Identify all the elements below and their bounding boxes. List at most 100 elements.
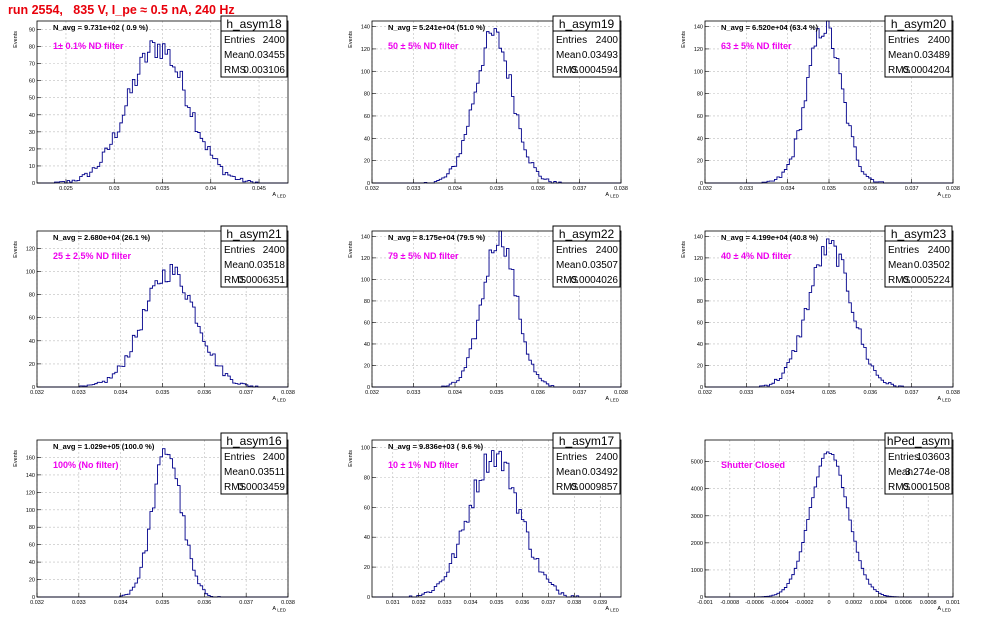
x-tick-label: 0.035 bbox=[490, 390, 504, 396]
stats-key: Mean bbox=[556, 260, 581, 271]
x-tick-label: 0.032 bbox=[412, 600, 426, 606]
histogram-series bbox=[705, 238, 953, 388]
y-tick-label: 40 bbox=[364, 535, 370, 541]
stats-box: h_asym23 Entries 2400 Mean 0.03502RMS0.00052… bbox=[884, 225, 953, 288]
stats-value: 103603 bbox=[917, 452, 951, 463]
x-tick-label: 0.038 bbox=[281, 390, 295, 396]
y-tick-label: 60 bbox=[697, 114, 703, 120]
y-tick-label: 80 bbox=[697, 92, 703, 98]
x-tick-label: 0.035 bbox=[156, 600, 170, 606]
n-avg-label: N_avg = 2.680e+04 (26.1 %) bbox=[53, 233, 151, 242]
y-tick-label: 20 bbox=[29, 362, 35, 368]
stats-box-frame bbox=[884, 432, 953, 495]
x-axis-label: A LED bbox=[272, 606, 286, 613]
panel-h_asym16: 0.032 0.033 0.034 0.035 0.036 0.037 0.038 0 20 40… bbox=[13, 432, 295, 613]
filter-label: Shutter Closed bbox=[721, 460, 785, 470]
stats-value: 0.03502 bbox=[914, 260, 951, 271]
x-tick-label: 0.001 bbox=[946, 600, 960, 606]
stats-box-frame bbox=[884, 225, 953, 288]
stats-value: 3.274e-08 bbox=[905, 467, 950, 478]
filter-label: 25 ± 2.5% ND filter bbox=[53, 251, 131, 261]
y-tick-label: 140 bbox=[694, 234, 703, 240]
y-axis-label: Events bbox=[348, 241, 354, 258]
stats-title: h_asym18 bbox=[226, 17, 282, 31]
y-axis-label: Events bbox=[348, 450, 354, 467]
y-tick-label: 60 bbox=[29, 543, 35, 549]
stats-value: 0.03493 bbox=[582, 50, 619, 61]
x-tick-label: 0.038 bbox=[567, 600, 581, 606]
x-tick-label: 0.036 bbox=[531, 390, 545, 396]
y-tick-label: 40 bbox=[29, 560, 35, 566]
n-avg-label: N_avg = 6.520e+04 (63.4 %) bbox=[721, 23, 819, 32]
stats-key: Mean bbox=[224, 467, 249, 478]
y-axis-label: Events bbox=[681, 31, 687, 48]
y-tick-label: 20 bbox=[29, 147, 35, 153]
stats-key: Entries bbox=[224, 452, 255, 463]
n-avg-label: N_avg = 4.199e+04 (40.8 %) bbox=[721, 233, 819, 242]
stats-title: h_asym20 bbox=[891, 17, 947, 31]
x-tick-label: 0.037 bbox=[541, 600, 555, 606]
stats-value: 2400 bbox=[596, 245, 619, 256]
panel-hPed_asym: -0.001 -0.0008 -0.0006 -0.0004 -0.0002 0 0.000… bbox=[691, 432, 960, 613]
y-tick-label: 80 bbox=[364, 299, 370, 305]
x-tick-label: 0.034 bbox=[464, 600, 478, 606]
x-tick-label: 0.032 bbox=[365, 186, 379, 192]
n-avg-label: N_avg = 1.029e+05 (100.0 %) bbox=[53, 442, 155, 451]
x-tick-label: 0.037 bbox=[573, 390, 587, 396]
y-tick-label: 30 bbox=[29, 130, 35, 136]
x-tick-label: 0.034 bbox=[781, 390, 795, 396]
stats-key: RMS bbox=[224, 482, 247, 493]
y-tick-label: 60 bbox=[29, 79, 35, 85]
y-tick-label: 140 bbox=[361, 25, 370, 31]
y-tick-label: 100 bbox=[694, 69, 703, 75]
stats-key: RMS bbox=[556, 482, 579, 493]
stats-key: Mean bbox=[888, 50, 913, 61]
x-tick-label: 0.034 bbox=[448, 390, 462, 396]
filter-label: 1± 0.1% ND filter bbox=[53, 41, 124, 51]
x-axis-label: A LED bbox=[605, 192, 619, 199]
x-tick-label: 0.034 bbox=[781, 186, 795, 192]
y-tick-label: 4000 bbox=[691, 487, 703, 493]
stats-box: h_asym19 Entries 2400 Mean 0.03493RMS0.00045… bbox=[552, 15, 621, 78]
x-tick-label: 0.033 bbox=[72, 600, 86, 606]
panel-h_asym23: 0.032 0.033 0.034 0.035 0.036 0.037 0.038 0 20 40… bbox=[681, 225, 960, 403]
x-tick-label: 0 bbox=[827, 600, 830, 606]
x-tick-label: 0.035 bbox=[156, 186, 170, 192]
y-tick-label: 80 bbox=[29, 525, 35, 531]
x-tick-label: 0.0008 bbox=[920, 600, 937, 606]
x-tick-label: 0.037 bbox=[573, 186, 587, 192]
x-tick-label: 0.04 bbox=[205, 186, 216, 192]
stats-box: h_asym21 Entries 2400 Mean 0.03518RMS0.00063… bbox=[220, 225, 288, 288]
y-tick-label: 0 bbox=[32, 181, 35, 187]
stats-key: RMS bbox=[556, 275, 579, 286]
y-tick-label: 0 bbox=[700, 181, 703, 187]
y-tick-label: 140 bbox=[361, 234, 370, 240]
y-tick-label: 120 bbox=[26, 490, 35, 496]
y-tick-label: 60 bbox=[29, 316, 35, 322]
stats-key: Mean bbox=[224, 50, 249, 61]
y-tick-label: 0 bbox=[367, 181, 370, 187]
y-tick-label: 80 bbox=[29, 45, 35, 51]
stats-box-frame bbox=[552, 432, 621, 495]
panel-h_asym18: 0.025 0.03 0.035 0.04 0.045 0 10 20 30 40 50 60 70 80… bbox=[13, 15, 289, 199]
x-tick-label: 0.0002 bbox=[845, 600, 862, 606]
y-tick-label: 0 bbox=[367, 595, 370, 601]
y-tick-label: 140 bbox=[694, 25, 703, 31]
stats-key: Entries bbox=[888, 245, 919, 256]
stats-value: 0.03455 bbox=[249, 50, 286, 61]
stats-value: 2400 bbox=[928, 245, 951, 256]
stats-value: 2400 bbox=[263, 452, 286, 463]
filter-label: 40 ± 4% ND filter bbox=[721, 251, 792, 261]
stats-value: 0.0005224 bbox=[903, 275, 951, 286]
stats-title: h_asym22 bbox=[559, 227, 615, 241]
stats-box: h_asym22 Entries 2400 Mean 0.03507RMS0.00040… bbox=[552, 225, 621, 288]
y-tick-label: 0 bbox=[367, 385, 370, 391]
y-tick-label: 2000 bbox=[691, 541, 703, 547]
stats-key: Entries bbox=[888, 452, 919, 463]
y-tick-label: 70 bbox=[29, 62, 35, 68]
histogram-series bbox=[37, 40, 288, 184]
x-tick-label: -0.0008 bbox=[720, 600, 739, 606]
stats-key: Mean bbox=[556, 467, 581, 478]
y-tick-label: 100 bbox=[26, 508, 35, 514]
